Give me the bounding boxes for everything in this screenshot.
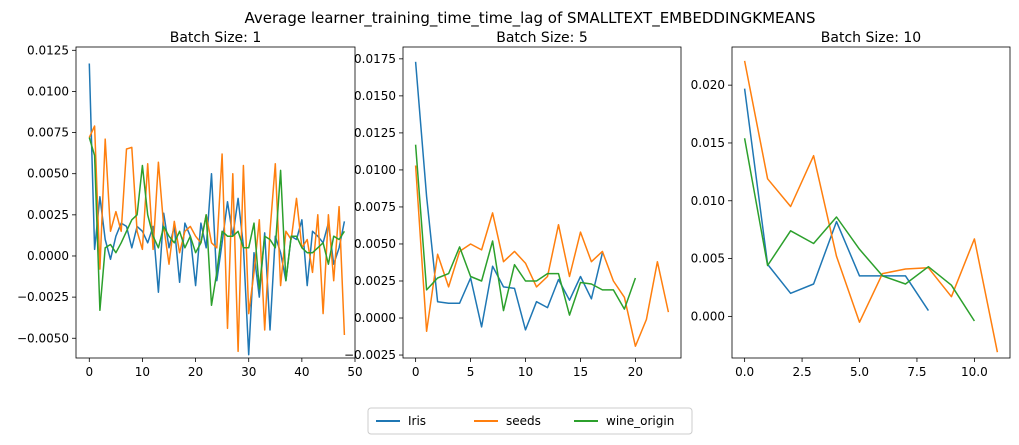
subplot-3: Batch Size: 10 0.0 2.5 5.0 7.5 10.0 0.000 0.005… bbox=[691, 30, 1011, 379]
y-tick-label: 0.0150 bbox=[354, 89, 396, 103]
y-tick-label: 0.015 bbox=[691, 136, 725, 150]
x-tick-label: 30 bbox=[241, 365, 256, 379]
y-tick-label: −0.0025 bbox=[344, 348, 396, 362]
y-tick-label: 0.0175 bbox=[354, 52, 396, 66]
legend-label: seeds bbox=[506, 414, 541, 428]
figure-title: Average learner_training_time_time_lag o… bbox=[244, 9, 815, 28]
y-tick-label: 0.0000 bbox=[354, 311, 396, 325]
x-tick-label: 0 bbox=[85, 365, 93, 379]
subplot-title: Batch Size: 1 bbox=[170, 30, 262, 46]
legend-label: Iris bbox=[408, 414, 426, 428]
series-line-seeds bbox=[414, 165, 670, 347]
y-tick-label: −0.0025 bbox=[17, 290, 69, 304]
x-tick-label: 5.0 bbox=[850, 365, 869, 379]
y-tick-label: 0.000 bbox=[691, 309, 725, 323]
subplot-1: Batch Size: 1 0 10 20 30 40 50 −0.0050 −0.0025 0.… bbox=[17, 30, 363, 379]
y-tick-label: 0.005 bbox=[691, 252, 725, 266]
y-tick-label: 0.0025 bbox=[354, 274, 396, 288]
axes-frame bbox=[731, 46, 1011, 359]
y-tick-label: 0.020 bbox=[691, 78, 725, 92]
y-tick-label: 0.0125 bbox=[354, 126, 396, 140]
subplot-title: Batch Size: 10 bbox=[821, 30, 921, 46]
series-line-wine_origin bbox=[414, 144, 637, 316]
x-tick-label: 2.5 bbox=[793, 365, 812, 379]
x-tick-label: 20 bbox=[628, 365, 643, 379]
series-line-seeds bbox=[743, 60, 999, 353]
x-tick-label: 10 bbox=[518, 365, 533, 379]
x-tick-label: 10.0 bbox=[961, 365, 988, 379]
x-tick-label: 50 bbox=[347, 365, 362, 379]
series-line-wine_origin bbox=[743, 138, 976, 322]
x-tick-label: 40 bbox=[294, 365, 309, 379]
subplot-title: Batch Size: 5 bbox=[496, 30, 588, 46]
legend-box bbox=[367, 407, 693, 435]
y-tick-label: 0.0075 bbox=[27, 126, 69, 140]
axes-frame bbox=[402, 46, 682, 359]
x-tick-label: 7.5 bbox=[907, 365, 926, 379]
x-tick-label: 15 bbox=[573, 365, 588, 379]
y-tick-label: 0.0075 bbox=[354, 200, 396, 214]
legend-label: wine_origin bbox=[606, 414, 674, 428]
x-tick-label: 0.0 bbox=[735, 365, 754, 379]
series-line-Iris bbox=[743, 88, 930, 312]
y-tick-label: −0.0050 bbox=[17, 331, 69, 345]
x-tick-label: 10 bbox=[135, 365, 150, 379]
axes-frame bbox=[75, 46, 356, 359]
y-tick-label: 0.0125 bbox=[27, 43, 69, 57]
y-tick-label: 0.0000 bbox=[27, 249, 69, 263]
y-tick-label: 0.010 bbox=[691, 194, 725, 208]
subplot-2: Batch Size: 5 0 5 10 15 20 −0.0025 0.0000 0.0025… bbox=[344, 30, 682, 379]
y-tick-label: 0.0050 bbox=[354, 237, 396, 251]
series-line-wine_origin bbox=[88, 137, 346, 312]
y-tick-label: 0.0025 bbox=[27, 208, 69, 222]
series-line-Iris bbox=[88, 63, 346, 356]
x-tick-label: 0 bbox=[412, 365, 420, 379]
y-tick-label: 0.0100 bbox=[27, 84, 69, 98]
x-tick-label: 20 bbox=[188, 365, 203, 379]
y-tick-label: 0.0100 bbox=[354, 163, 396, 177]
x-tick-label: 5 bbox=[467, 365, 475, 379]
y-tick-label: 0.0050 bbox=[27, 167, 69, 181]
series-line-seeds bbox=[88, 125, 346, 353]
legend: Iris seeds wine_origin bbox=[367, 407, 693, 435]
